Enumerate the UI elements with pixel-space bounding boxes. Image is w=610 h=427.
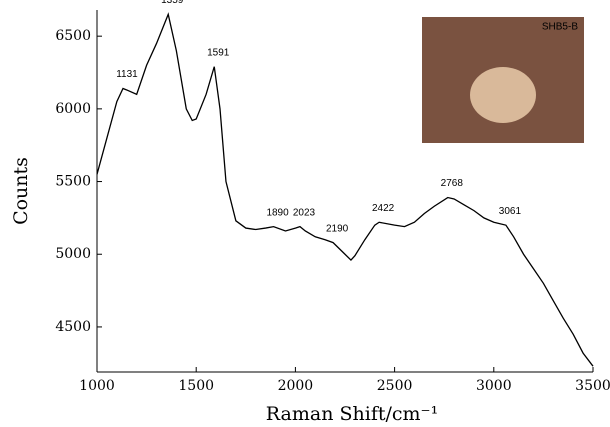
x-tick-label: 3000 [476, 378, 512, 394]
x-tick-label: 2000 [278, 378, 314, 394]
peak-label: 2023 [293, 207, 316, 218]
x-axis-title: Raman Shift/cm⁻¹ [266, 403, 438, 425]
peak-label: 2768 [441, 178, 464, 189]
inset-spot [470, 67, 536, 123]
y-tick-label: 4500 [55, 319, 91, 335]
y-axis-title: Counts [10, 157, 32, 225]
inset-label: SHB5-B [542, 22, 578, 33]
peak-label: 2190 [326, 223, 349, 234]
y-tick-label: 6500 [55, 28, 91, 44]
peak-label: 1359 [161, 0, 184, 6]
peak-label: 1591 [207, 47, 230, 58]
peak-label: 3061 [499, 206, 522, 217]
peak-label: 2422 [372, 203, 395, 214]
spectrum-line [96, 12, 594, 367]
x-tick-label: 2500 [377, 378, 413, 394]
x-tick-label: 1500 [178, 378, 214, 394]
y-tick-label: 5500 [55, 174, 91, 190]
x-tick-label: 3500 [575, 378, 610, 394]
y-tick-label: 5000 [55, 246, 91, 262]
peak-label: 1890 [266, 207, 289, 218]
y-tick-label: 6000 [55, 101, 91, 117]
x-tick-label: 1000 [79, 378, 115, 394]
peak-label: 1131 [116, 69, 138, 80]
